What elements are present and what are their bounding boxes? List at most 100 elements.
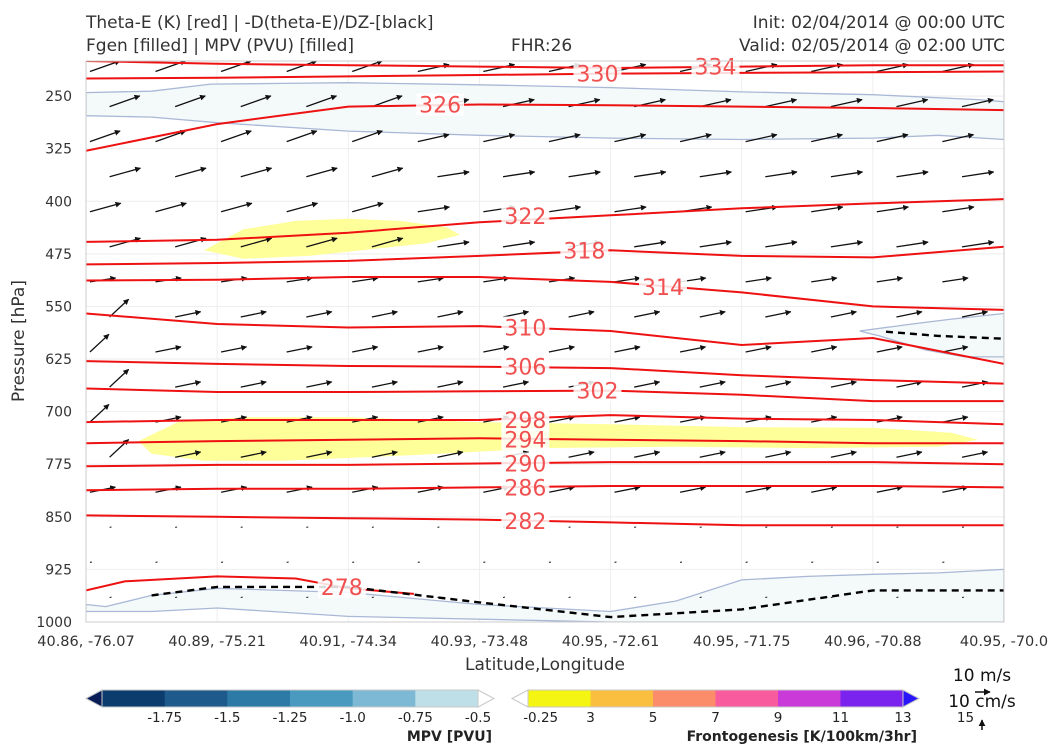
- wind-vector: [220, 201, 253, 213]
- wind-vector: [220, 61, 252, 73]
- wind-vector: [614, 415, 641, 423]
- wind-vector: [830, 309, 857, 318]
- mpv-colorbar-swatch: [102, 690, 166, 707]
- fgen-colorbar-swatch: [715, 690, 779, 707]
- init-time: Init: 02/04/2014 @ 00:00 UTC: [752, 13, 1005, 33]
- wind-vector: [896, 169, 929, 178]
- y-tick-label: 1000: [36, 615, 72, 631]
- wind-vector: [371, 166, 404, 178]
- fgen-colorbar-swatch: [778, 690, 841, 707]
- y-axis: 250 325 400 475 550 625 700 775 850 925 1000: [36, 89, 72, 631]
- wind-vector: [352, 201, 384, 213]
- wind-vector: [614, 132, 647, 143]
- wind-vector: [830, 380, 857, 388]
- contour-labels: 3343303263223183143103063022982942902862…: [317, 55, 740, 601]
- wind-vector: [679, 485, 707, 493]
- fgen-colorbar-swatch: [653, 690, 716, 707]
- wind-vector: [286, 61, 318, 73]
- wind-vector: [437, 450, 464, 458]
- x-tick-label: 40.95, -72.61: [562, 634, 659, 650]
- wind-vector: [876, 485, 903, 493]
- wind-vector: [371, 309, 398, 318]
- contour-label-302: 302: [576, 380, 618, 405]
- wind-vector: [548, 485, 575, 493]
- wind-vector: [175, 380, 202, 388]
- stability-dashed-line-1: [151, 585, 1004, 619]
- plot-area: [86, 61, 1004, 622]
- mpv-colorbar-tick-label: -1.0: [339, 710, 365, 726]
- wind-vector: [109, 236, 142, 248]
- wind-vector: [830, 239, 864, 248]
- forecast-hour: FHR:26: [511, 36, 573, 56]
- wind-vector: [109, 166, 142, 178]
- y-tick-label: 775: [45, 457, 72, 473]
- fgen-colorbar-swatch: [590, 690, 654, 707]
- wind-vector: [614, 204, 647, 213]
- wind-vector: [437, 239, 470, 248]
- contour-label-bg: [501, 510, 550, 533]
- mpv-colorbar-title: MPV [PVU]: [407, 729, 492, 745]
- wind-vector: [942, 132, 975, 143]
- y-tick-label: 400: [45, 194, 72, 210]
- wind-vector: [286, 201, 319, 213]
- wind-vector: [109, 298, 130, 318]
- title-line-2: Fgen [filled] | MPV (PVU) [filled]: [86, 36, 355, 56]
- wind-vector: [896, 309, 923, 318]
- contour-label-bg: [501, 476, 550, 499]
- contour-label-bg: [501, 409, 550, 432]
- wind-vector: [306, 94, 338, 108]
- fgen-colorbar-title: Frontogenesis [K/100km/3hr]: [687, 729, 917, 745]
- wind-vector: [679, 132, 712, 143]
- colorbars: -1.75 -1.5 -1.25 -1.0 -0.75 -0.5 -0.25 MPV [PVU…: [84, 689, 974, 745]
- wind-vector: [155, 129, 187, 143]
- contour-label-310: 310: [504, 316, 546, 341]
- contour-label-bg: [501, 204, 550, 227]
- mpv-colorbar-frame: [101, 689, 479, 708]
- mpv-fill-lower: [86, 568, 1004, 622]
- wind-vector: [220, 129, 252, 143]
- fgen-colorbar-frame: [527, 689, 904, 708]
- wind-vector: [614, 275, 641, 283]
- wind-vector: [811, 275, 838, 283]
- contour-label-282: 282: [504, 510, 546, 535]
- wind-vector: [352, 275, 379, 283]
- title-line-1: Theta-E (K) [red] | -D(theta-E)/DZ-[blac…: [86, 13, 434, 33]
- wind-vector: [745, 345, 772, 353]
- x-tick-label: 40.95, -71.75: [693, 634, 790, 650]
- wind-vector: [306, 380, 333, 388]
- fgen-colorbar-tick-label: 7: [711, 710, 720, 726]
- wind-vector: [306, 166, 338, 178]
- contour-label-318: 318: [563, 239, 605, 264]
- wind-vector: [371, 236, 404, 248]
- y-tick-label: 925: [45, 562, 72, 578]
- fgen-colorbar-tick-label: 5: [649, 710, 658, 726]
- wind-ref-horizontal: 10 m/s: [953, 666, 1011, 686]
- fgen-colorbar-tick-label: 13: [894, 710, 911, 726]
- wind-vector: [942, 204, 975, 213]
- contour-label-bg: [573, 62, 622, 85]
- y-axis-label: Pressure [hPa]: [9, 280, 29, 402]
- wind-vector: [634, 309, 661, 318]
- wind-vector: [765, 239, 798, 248]
- wind-vector: [89, 61, 121, 73]
- wind-vector: [634, 380, 661, 388]
- y-tick-label: 700: [45, 405, 72, 421]
- wind-vector: [942, 275, 969, 283]
- wind-vector: [286, 129, 318, 143]
- mpv-colorbar-extend-right: [477, 689, 496, 708]
- theta-e-line-326: [86, 103, 1004, 152]
- wind-vector: [765, 97, 798, 108]
- wind-vector: [89, 129, 121, 143]
- wind-vector: [614, 345, 641, 353]
- y-tick-label: 850: [45, 510, 72, 526]
- wind-vector: [240, 309, 267, 318]
- contour-label-bg: [317, 575, 366, 598]
- wind-vector: [634, 239, 667, 248]
- wind-vector: [548, 345, 575, 353]
- x-tick-label: 40.89, -75.21: [168, 634, 265, 650]
- wind-vector: [352, 345, 379, 353]
- mpv-colorbar-tick-label: -1.75: [147, 710, 182, 726]
- wind-vector: [286, 345, 313, 353]
- wind-vector: [961, 97, 994, 108]
